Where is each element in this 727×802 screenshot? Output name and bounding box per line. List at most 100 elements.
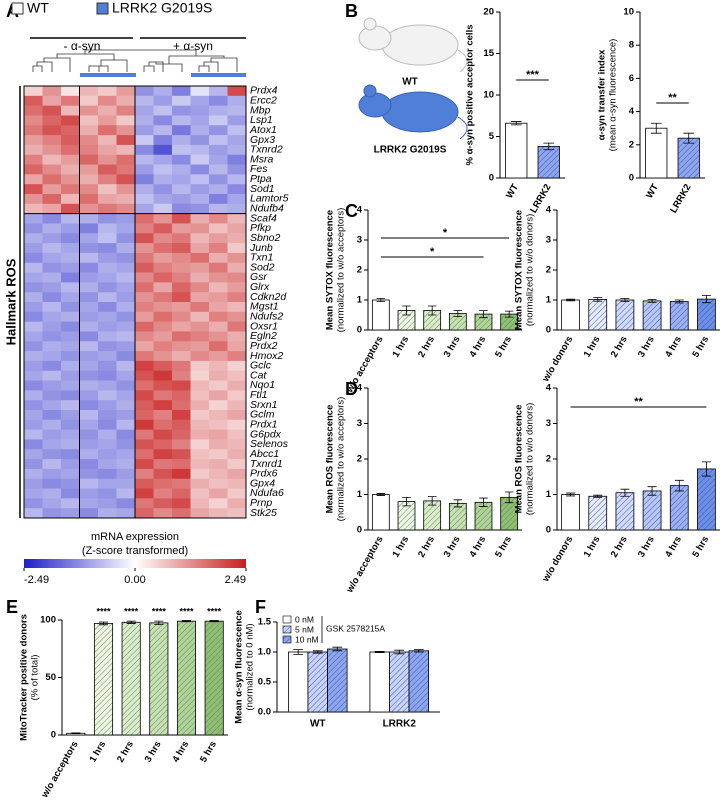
bar: [448, 502, 467, 531]
heatmap-cell: [209, 321, 228, 332]
heatmap-cell: [172, 468, 191, 480]
heatmap-cell: [172, 459, 191, 470]
heatmap-cell: [98, 243, 117, 254]
heatmap-cell: [172, 243, 191, 254]
heatmap-cell: [135, 243, 154, 254]
x-tick-label: w/o acceptors: [344, 334, 386, 395]
y-tick-label: 100: [40, 615, 56, 626]
x-tick-label: 2 hrs: [416, 534, 437, 559]
heatmap-cell: [116, 184, 136, 195]
heatmap-cell: [135, 86, 154, 97]
heatmap-cell: [42, 194, 62, 205]
error-bar: [647, 486, 657, 496]
heatmap-cell: [79, 488, 99, 499]
gene-label: Prdx6: [250, 468, 278, 480]
heatmap-cell: [153, 478, 173, 489]
heatmap-cell: [172, 262, 191, 273]
heatmap-cell: [24, 498, 43, 509]
heatmap-cell: [135, 360, 154, 372]
heatmap-cell: [190, 360, 210, 372]
heatmap-cell: [24, 243, 43, 254]
heatmap-cell: [42, 174, 62, 185]
heatmap-cell: [98, 125, 117, 136]
gene-label: Ercc2: [250, 95, 277, 107]
heatmap-cell: [172, 223, 191, 234]
heatmap-cell: [209, 272, 228, 283]
y-tick-label: 1.5: [258, 617, 272, 628]
heatmap-cell: [172, 282, 191, 293]
heatmap-cell: [79, 95, 99, 107]
bar: [537, 146, 560, 179]
heatmap-cell: [116, 360, 136, 372]
heatmap-cell: [135, 292, 154, 303]
colorbar-tick-label: 2.49: [225, 574, 246, 586]
x-tick-label: WT: [310, 719, 326, 730]
heatmap-cell: [172, 400, 191, 411]
panel-letter: F: [255, 597, 266, 617]
heatmap-cell: [116, 370, 136, 381]
heatmap-cell: [227, 370, 247, 381]
heatmap-cell: [172, 321, 191, 332]
heatmap-cell: [227, 272, 247, 283]
heatmap-cell: [172, 95, 191, 107]
heatmap-cell: [227, 115, 247, 126]
x-tick-label: 2 hrs: [115, 739, 136, 764]
heatmap-cell: [227, 252, 247, 264]
heatmap-cell: [79, 213, 99, 224]
heatmap-cell: [172, 498, 191, 509]
gene-label: Sod2: [250, 261, 275, 273]
heatmap-cell: [61, 449, 80, 460]
heatmap-cell: [135, 508, 154, 519]
heatmap-cell: [42, 262, 62, 273]
heatmap-cell: [42, 341, 62, 352]
dendrogram: [32, 49, 238, 72]
heatmap-cell: [135, 272, 154, 283]
y-tick-label: 2: [629, 139, 634, 150]
heatmap-cell: [116, 154, 136, 165]
heatmap-cell: [135, 213, 154, 224]
heatmap-cell: [24, 468, 43, 480]
heatmap-cell: [227, 95, 247, 107]
heatmap-cell: [209, 390, 228, 401]
error-bar: [376, 298, 386, 302]
error-bar: [701, 295, 711, 304]
heatmap-cell: [190, 508, 210, 519]
heatmap-cell: [116, 203, 136, 215]
heatmap-cell: [227, 449, 247, 460]
heatmap-cell: [61, 439, 80, 450]
heatmap-cell: [61, 86, 80, 97]
y-tick-label: 20: [483, 7, 494, 18]
heatmap-cell: [24, 400, 43, 411]
heatmap-cell: [190, 115, 210, 126]
error-bar: [566, 492, 576, 497]
heatmap-cell: [153, 164, 173, 175]
heatmap-cell: [116, 478, 136, 489]
bar: [677, 137, 700, 179]
heatmap-cell: [172, 194, 191, 205]
heatmap-cell: [153, 302, 173, 313]
heatmap-cell: [135, 223, 154, 234]
heatmap-cell: [116, 223, 136, 234]
heatmap-cell: [153, 311, 173, 323]
heatmap-cell: [227, 243, 247, 254]
heatmap-cell: [116, 194, 136, 205]
bar: [642, 490, 662, 531]
heatmap-cell: [135, 488, 154, 499]
gene-label: Sbno2: [250, 232, 281, 244]
heatmap-cell: [172, 174, 191, 185]
heatmap-cell: [227, 488, 247, 499]
heatmap-cell: [227, 321, 247, 332]
x-tick-label: w/o acceptors: [39, 739, 81, 800]
heatmap-cell: [209, 164, 228, 175]
heatmap-cell: [61, 341, 80, 352]
heatmap-cell: [42, 233, 62, 244]
heatmap-cell: [42, 380, 62, 391]
heatmap-cell: [24, 262, 43, 273]
heatmap-cell: [42, 478, 62, 489]
heatmap-cell: [79, 292, 99, 303]
x-tick-label: 1 hrs: [390, 334, 411, 359]
heatmap-cell: [42, 213, 62, 224]
heatmap-cell: [153, 233, 173, 244]
heatmap-cell: [116, 144, 136, 156]
heatmap-cell: [172, 164, 191, 175]
